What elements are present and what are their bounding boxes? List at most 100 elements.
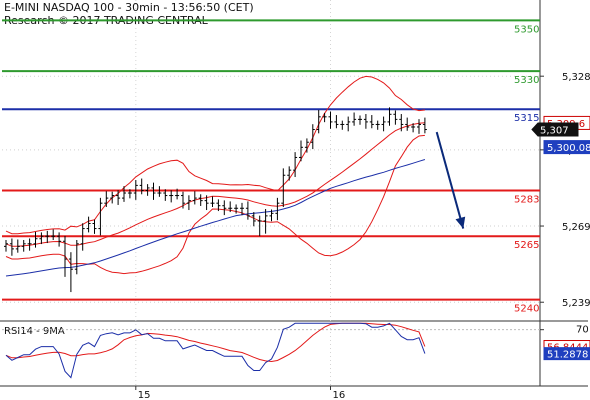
price-bar <box>33 231 38 248</box>
bollinger-lower-line <box>5 134 425 275</box>
price-bar <box>198 194 203 206</box>
price-bar <box>45 230 50 244</box>
price-bar <box>346 116 351 132</box>
price-bar <box>186 195 191 211</box>
price-bar <box>98 197 103 236</box>
price-bar <box>74 240 79 275</box>
chart-title: E-MINI NASDAQ 100 - 30min - 13:56:50 (CE… <box>4 1 254 14</box>
price-bar <box>363 114 368 129</box>
price-bar <box>287 166 292 181</box>
price-bar <box>127 189 132 199</box>
price-bar <box>163 189 168 201</box>
rsi-ma-line <box>5 322 426 363</box>
price-bar <box>393 110 398 125</box>
price-bar <box>145 184 150 196</box>
rsi-value-tag: 51.2878 <box>543 347 590 361</box>
level-label-5283: 5283 <box>514 194 539 205</box>
price-bar <box>299 140 303 162</box>
price-bar <box>86 216 91 233</box>
price-bar <box>39 232 44 245</box>
x-tick-label: 16 <box>333 390 346 400</box>
price-bar <box>257 215 262 237</box>
level-label-5240: 5240 <box>514 304 539 315</box>
y-tick-label: 5,239 <box>562 298 590 309</box>
price-bar <box>210 196 215 207</box>
price-bar <box>251 212 256 227</box>
price-bar <box>80 223 85 251</box>
price-bar <box>304 138 309 153</box>
price-bar <box>192 191 197 205</box>
price-bar <box>175 188 180 200</box>
price-bar <box>204 195 209 211</box>
moving-average-line <box>5 159 426 277</box>
price-bar <box>110 191 115 204</box>
price-bar <box>139 178 144 195</box>
price-bar <box>316 109 321 134</box>
price-bar <box>9 238 14 256</box>
price-bar <box>57 232 62 247</box>
price-bar <box>240 202 244 216</box>
price-bar <box>411 123 416 133</box>
level-label-5350: 5350 <box>514 24 539 35</box>
price-tag: 5,307 <box>531 122 579 137</box>
price-bar <box>375 120 380 130</box>
price-bar <box>27 238 32 251</box>
price-bar <box>381 116 386 132</box>
x-tick-label: 15 <box>138 390 151 400</box>
price-bar <box>92 219 97 234</box>
price-bar <box>417 119 421 134</box>
rsi-panel-title: RSI14 - 9MA <box>4 326 65 337</box>
price-bar <box>352 112 357 126</box>
price-bar <box>157 186 162 197</box>
price-bar <box>275 197 280 221</box>
price-bar <box>169 190 174 203</box>
price-bar <box>234 204 239 214</box>
price-bar <box>63 235 67 277</box>
price-bar <box>122 186 126 202</box>
price-bar <box>422 117 427 134</box>
price-bar <box>15 239 20 253</box>
price-bar <box>322 113 327 123</box>
price-bar <box>104 191 109 207</box>
forecast-arrow-shaft <box>435 131 465 229</box>
rsi-value-tag-label: 51.2878 <box>547 350 588 361</box>
level-label-5265: 5265 <box>514 240 539 251</box>
price-bar <box>181 191 185 209</box>
bollinger-upper-line <box>5 75 425 235</box>
price-tag-box <box>531 122 579 137</box>
forecast-arrow-head <box>455 216 466 229</box>
price-bar <box>216 199 221 212</box>
price-bar <box>68 252 73 293</box>
price-bar <box>263 209 268 234</box>
price-bar <box>21 240 26 252</box>
price-bar <box>222 200 227 216</box>
price-tag-box <box>543 140 590 155</box>
price-bar <box>358 115 362 125</box>
rsi-line <box>5 322 426 379</box>
price-bar <box>399 114 404 132</box>
price-tag-label: 5,307 <box>540 126 569 137</box>
price-bar <box>133 180 138 200</box>
price-bar <box>151 182 156 200</box>
level-label-5330: 5330 <box>514 75 539 86</box>
price-bar <box>340 120 345 130</box>
price-bar <box>51 229 56 240</box>
price-bar <box>4 240 8 252</box>
rsi-value-tag-box <box>543 347 590 361</box>
price-bar <box>269 209 274 222</box>
y-tick-label: 5,328 <box>562 72 590 83</box>
price-bar <box>281 168 286 207</box>
price-tag: 5,300.08 <box>543 140 590 155</box>
price-bar <box>387 107 392 126</box>
price-bar <box>245 201 250 220</box>
level-label-5315: 5315 <box>514 113 539 124</box>
price-bar <box>293 152 298 178</box>
price-tag-label: 5,300.08 <box>547 143 590 154</box>
price-bar <box>116 190 121 205</box>
price-bar <box>228 201 233 213</box>
price-bar <box>369 115 374 129</box>
price-bar <box>334 115 339 129</box>
price-bar <box>405 117 410 131</box>
rsi-y-tick-label: 70 <box>576 325 589 336</box>
